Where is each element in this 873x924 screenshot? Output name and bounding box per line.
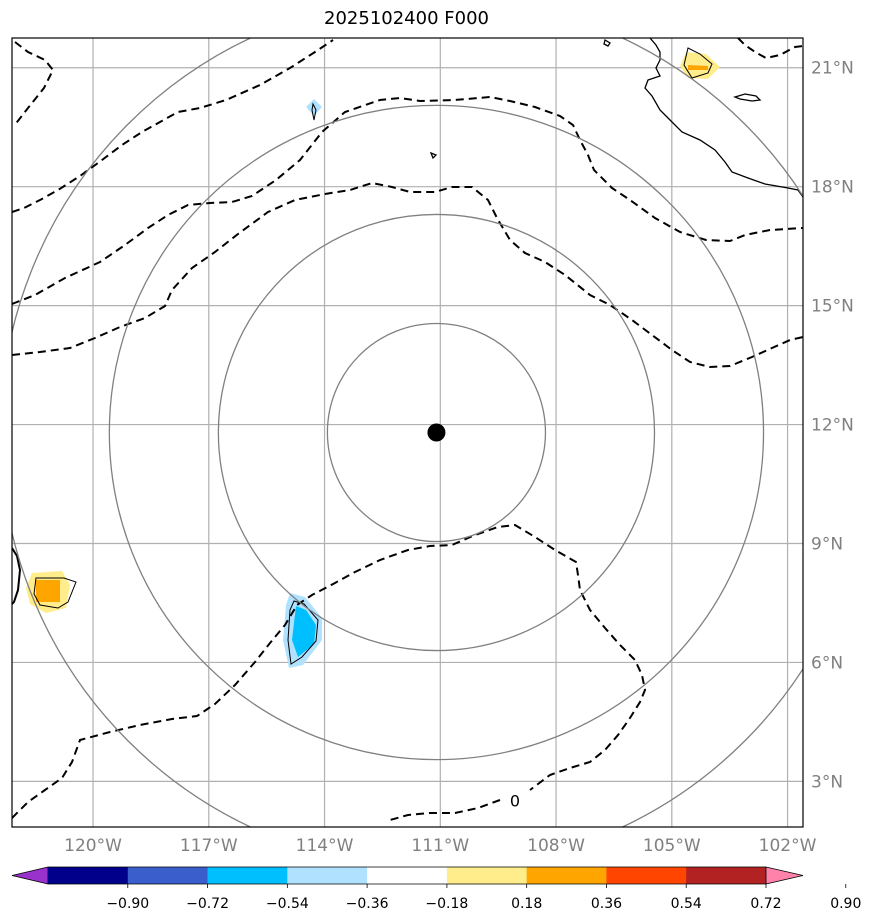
longitude-labels: 120°W 117°W 114°W 111°W 108°W 105°W 102°W	[64, 836, 816, 856]
map-panel	[12, 38, 803, 827]
colorbar-bin-7	[526, 867, 607, 884]
lat-label-5: 6°N	[811, 653, 843, 673]
colorbar-extend-high	[765, 866, 804, 885]
colorbar-bin-1	[48, 867, 129, 884]
negative-anomaly-north	[306, 99, 322, 116]
colorbar-bin-6	[446, 867, 528, 884]
colorbar-bin-4	[287, 867, 368, 884]
lat-label-2: 15°N	[811, 297, 854, 317]
lon-label-0: 120°W	[64, 836, 122, 856]
colorbar-bin-3	[207, 867, 288, 884]
colorbar-label-3: −0.36	[346, 896, 389, 912]
lat-label-0: 21°N	[811, 59, 854, 79]
colorbar-bin-9	[686, 867, 767, 884]
colorbar-label-9: 0.90	[830, 896, 861, 912]
lon-label-3: 111°W	[411, 836, 469, 856]
colorbar-bin-5	[367, 867, 448, 884]
colorbar: −0.90 −0.72 −0.54 −0.36 −0.18 0.18 0.36 0.54 0.7…	[11, 866, 861, 912]
lon-label-1: 117°W	[180, 836, 238, 856]
colorbar-outline	[48, 866, 766, 885]
range-rings	[12, 38, 803, 827]
lon-label-2: 114°W	[296, 836, 354, 856]
colorbar-label-4: −0.18	[425, 896, 468, 912]
dashed-contours	[12, 38, 803, 821]
latitude-labels: 21°N 18°N 15°N 12°N 9°N 6°N 3°N	[811, 59, 854, 793]
thin-contours	[33, 47, 713, 665]
lon-label-6: 102°W	[759, 836, 817, 856]
colorbar-label-6: 0.36	[591, 896, 622, 912]
colorbar-bin-8	[606, 867, 687, 884]
colorbar-label-5: 0.18	[511, 896, 542, 912]
map-frame	[11, 37, 804, 828]
colorbar-extend-low	[11, 866, 49, 885]
lon-label-5: 105°W	[643, 836, 701, 856]
lat-label-1: 18°N	[811, 178, 854, 198]
colorbar-label-0: −0.90	[106, 896, 149, 912]
contour-label: 0	[510, 792, 520, 811]
lat-label-3: 12°N	[811, 416, 854, 436]
positive-anomaly-northeast	[680, 52, 720, 79]
positive-anomaly-west	[26, 571, 70, 613]
range-ring-1	[326, 322, 547, 543]
coastlines	[12, 38, 803, 605]
colorbar-label-2: −0.54	[266, 896, 309, 912]
range-ring-2	[217, 213, 656, 652]
colorbar-label-7: 0.54	[671, 896, 702, 912]
map-title: 2025102400 F000	[324, 8, 489, 29]
colorbar-label-1: −0.72	[186, 896, 229, 912]
lon-label-4: 108°W	[527, 836, 585, 856]
lat-label-6: 3°N	[811, 772, 843, 792]
lat-label-4: 9°N	[811, 535, 843, 555]
colorbar-bin-2	[127, 867, 209, 884]
range-ring-3	[108, 104, 765, 761]
colorbar-label-8: 0.72	[750, 896, 781, 912]
storm-center-marker	[427, 423, 446, 442]
